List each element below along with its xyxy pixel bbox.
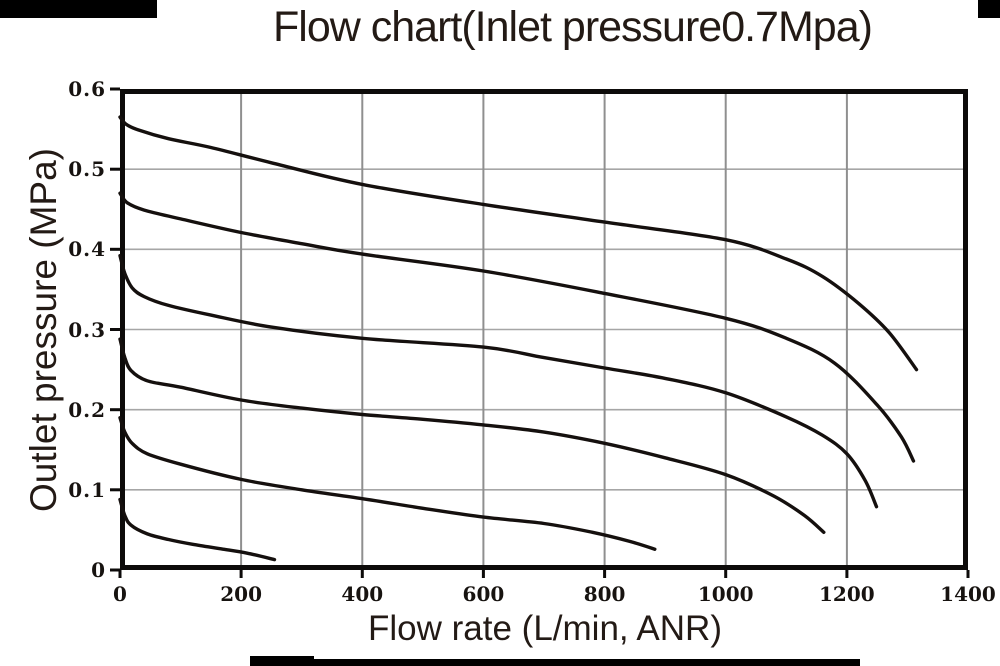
scan-artifact-bar-bottom-left	[250, 656, 314, 666]
x-axis-label: Flow rate (L/min, ANR)	[368, 609, 722, 648]
y-tick-label: 0.2	[68, 397, 106, 422]
x-tick-label: 1400	[940, 582, 996, 606]
scan-artifact-bar-bottom	[314, 659, 860, 666]
y-tick-label: 0.4	[68, 237, 106, 262]
x-tick-label: 600	[462, 582, 505, 606]
y-tick-label: 0.1	[68, 477, 106, 502]
plot-area	[110, 87, 970, 578]
gridlines	[120, 89, 968, 570]
flow-curve	[118, 254, 879, 509]
flow-curve	[118, 115, 919, 372]
x-tick-label: 0	[113, 582, 127, 606]
chart-title: Flow chart(Inlet pressure0.7Mpa)	[273, 3, 873, 51]
y-tick-label: 0.6	[68, 77, 106, 101]
scan-artifact-bar-top-left	[0, 0, 157, 18]
flow-curves	[118, 115, 919, 562]
scan-artifact-bar-top-right	[978, 0, 1000, 18]
y-tick-label: 0.5	[68, 157, 106, 182]
x-tick-label: 200	[220, 582, 263, 606]
x-tick-label: 800	[583, 582, 626, 606]
x-tick-label: 1000	[697, 582, 754, 606]
x-tick-label: 1200	[819, 582, 875, 606]
flow-curve	[118, 337, 826, 534]
flow-curve	[118, 416, 657, 551]
x-tick-label: 400	[341, 582, 384, 606]
flow-curve	[118, 497, 277, 562]
plot-border	[120, 89, 968, 570]
y-tick-label: 0	[91, 558, 106, 582]
flow-curve	[118, 191, 916, 463]
axis-ticks	[110, 87, 970, 578]
y-tick-label: 0.3	[68, 317, 106, 342]
